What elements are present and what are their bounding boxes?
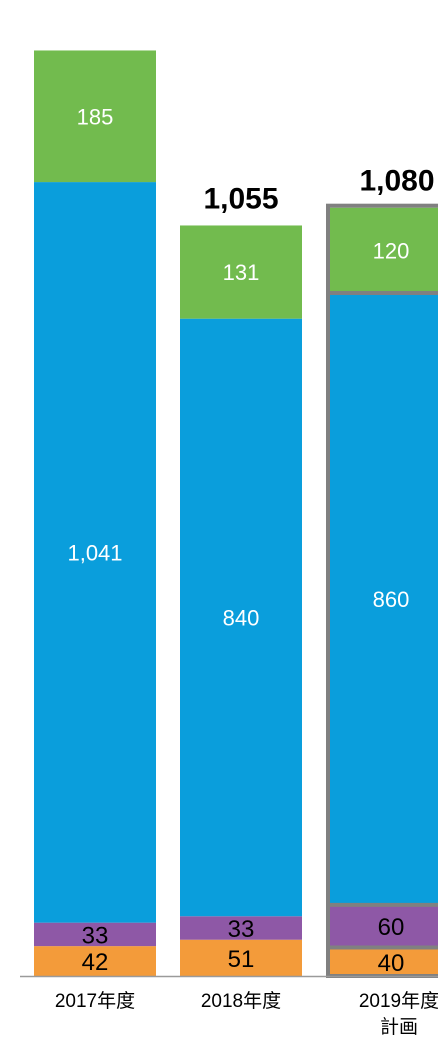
total-label-2: 1,080 [359, 165, 434, 198]
data-label-orange-1: 51 [228, 946, 255, 973]
x-tick-label-2-1: 計画 [380, 1016, 418, 1038]
data-label-blue-0: 1,041 [67, 540, 122, 565]
bar-orange-2 [330, 947, 438, 976]
data-label-green-0: 185 [77, 104, 114, 129]
data-label-purple-2: 60 [378, 914, 405, 941]
bar-green-1 [180, 225, 302, 319]
x-tick-label-1: 2018年度 [201, 990, 281, 1012]
data-label-blue-2: 860 [373, 587, 410, 612]
bar-purple-2 [330, 904, 438, 948]
x-tick-label-0: 2017年度 [55, 990, 135, 1012]
data-label-purple-0: 33 [82, 922, 109, 949]
data-label-green-2: 120 [373, 238, 410, 263]
data-label-orange-2: 40 [378, 950, 405, 977]
bar-orange-1 [180, 939, 302, 976]
bar-green-2 [330, 207, 438, 294]
bar-blue-1 [180, 318, 302, 917]
data-label-green-1: 131 [223, 260, 260, 285]
bar-green-0 [34, 50, 156, 183]
data-label-orange-0: 42 [82, 949, 109, 976]
bar-purple-0 [34, 922, 156, 947]
bar-blue-0 [34, 182, 156, 923]
data-label-blue-1: 840 [223, 605, 260, 630]
x-tick-label-2-0: 2019年度 [359, 990, 438, 1012]
bar-orange-0 [34, 946, 156, 976]
bar-purple-1 [180, 916, 302, 940]
data-label-purple-1: 33 [228, 916, 255, 943]
total-label-1: 1,055 [203, 182, 278, 215]
bar-blue-2 [330, 293, 438, 905]
